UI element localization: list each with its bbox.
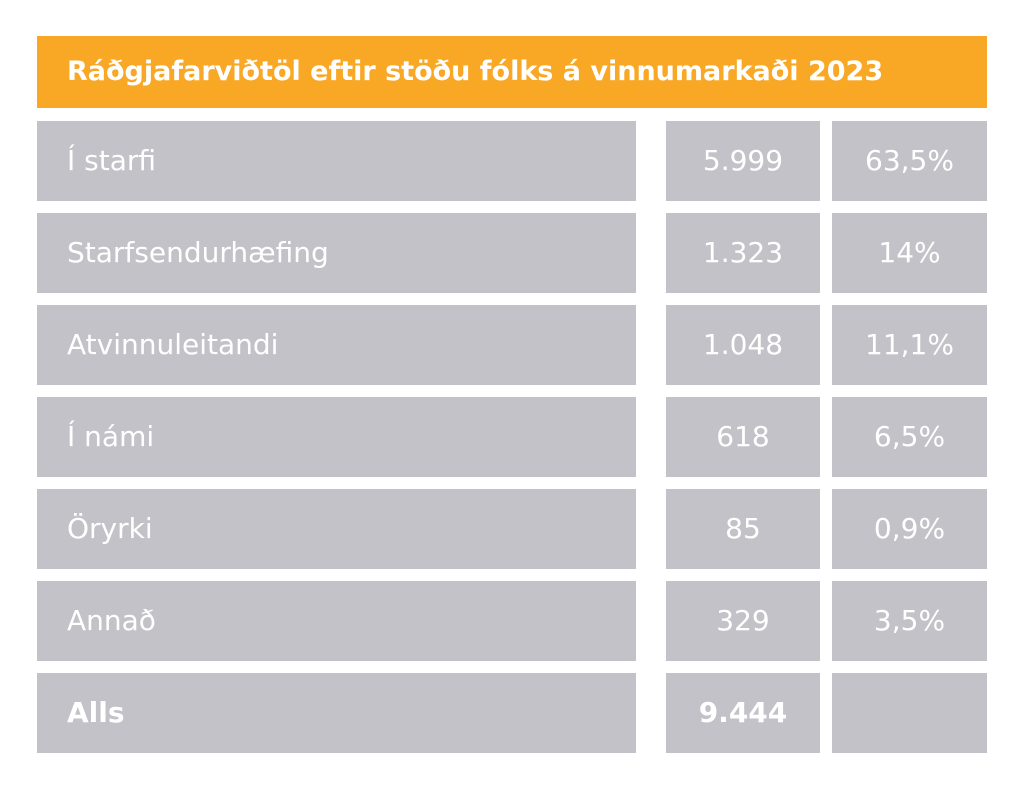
table-cell: 1.323	[666, 213, 820, 293]
table-cell: 6,5%	[832, 397, 987, 477]
title: Ráðgjafarviðtöl eftir stöðu fólks á vinn…	[37, 36, 987, 108]
table-cell	[832, 673, 987, 753]
table-cell: 14%	[832, 213, 987, 293]
table-cell: Í starfi	[37, 121, 636, 201]
table-cell: Annað	[37, 581, 636, 661]
table-cell: 11,1%	[832, 305, 987, 385]
table-cell: 1.048	[666, 305, 820, 385]
table-cell: Alls	[37, 673, 636, 753]
table-cell: Í námi	[37, 397, 636, 477]
table-cell: 618	[666, 397, 820, 477]
table-cell: 0,9%	[832, 489, 987, 569]
table-cell: Öryrki	[37, 489, 636, 569]
table-cell: 63,5%	[832, 121, 987, 201]
table-cell: Starfsendurhæfing	[37, 213, 636, 293]
table-cell: Atvinnuleitandi	[37, 305, 636, 385]
table-cell: 3,5%	[832, 581, 987, 661]
table-cell: 329	[666, 581, 820, 661]
table-cell: 5.999	[666, 121, 820, 201]
table-cell: 85	[666, 489, 820, 569]
table-cell: 9.444	[666, 673, 820, 753]
